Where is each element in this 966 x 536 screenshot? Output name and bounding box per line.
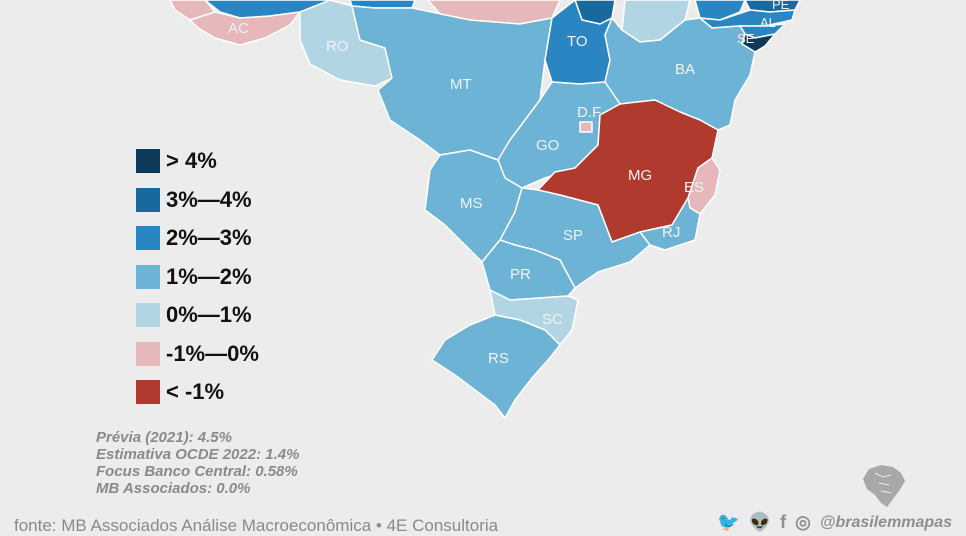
facebook-icon[interactable]: f <box>780 512 787 532</box>
legend-label: 0%—1% <box>166 302 252 328</box>
reddit-icon[interactable]: 👽 <box>748 512 772 532</box>
legend-row: 0%—1% <box>136 296 259 335</box>
legend-row: 3%—4% <box>136 181 259 220</box>
legend-row: -1%—0% <box>136 335 259 374</box>
legend-row: < -1% <box>136 373 259 412</box>
label-ac: AC <box>228 20 249 37</box>
legend-label: < -1% <box>166 379 225 405</box>
note-line: MB Associados: 0.0% <box>96 480 251 497</box>
state-rj[interactable] <box>639 197 701 251</box>
label-sp: SP <box>563 227 583 244</box>
legend-swatch <box>136 226 160 251</box>
label-se: SE <box>737 31 755 46</box>
legend-label: 2%—3% <box>166 225 252 251</box>
legend-label: -1%—0% <box>166 340 259 366</box>
legend-swatch <box>136 264 160 289</box>
legend-label: 1%—2% <box>166 263 252 289</box>
legend-swatch <box>136 149 160 174</box>
label-pr: PR <box>510 266 531 283</box>
social-bar: 🐦 👽 f ◎ @brasilemmapas <box>717 512 952 533</box>
label-rj: RJ <box>662 224 680 241</box>
legend-swatch <box>136 303 160 328</box>
label-mt: MT <box>450 76 472 93</box>
note-line: Focus Banco Central: 0.58% <box>96 463 298 480</box>
instagram-icon[interactable]: ◎ <box>795 512 811 532</box>
brazil-logo-icon <box>863 465 905 507</box>
note-line: Prévia (2021): 4.5% <box>96 429 232 446</box>
label-ba: BA <box>675 61 695 78</box>
source-text: fonte: MB Associados Análise Macroeconôm… <box>14 516 499 535</box>
legend-label: 3%—4% <box>166 186 252 212</box>
twitter-icon[interactable]: 🐦 <box>717 512 740 532</box>
legend-swatch <box>136 341 160 366</box>
label-ro: RO <box>326 38 349 55</box>
note-line: Estimativa OCDE 2022: 1.4% <box>96 446 300 463</box>
label-mg: MG <box>628 167 652 184</box>
legend-swatch <box>136 380 160 405</box>
label-ms: MS <box>460 195 483 212</box>
label-to: TO <box>567 33 588 50</box>
label-al: AL <box>760 15 776 30</box>
legend-row: 2%—3% <box>136 219 259 258</box>
label-rs: RS <box>488 350 509 367</box>
legend-row: 1%—2% <box>136 258 259 297</box>
label-sc: SC <box>542 311 563 328</box>
label-df: D.F <box>577 104 601 121</box>
social-handle[interactable]: @brasilemmapas <box>819 513 952 531</box>
legend-row: > 4% <box>136 142 259 181</box>
state-df[interactable] <box>579 121 593 133</box>
state-ac[interactable] <box>189 11 301 46</box>
legend-label: > 4% <box>166 148 217 174</box>
label-pe: PE <box>772 0 790 12</box>
legend: > 4% 3%—4% 2%—3% 1%—2% 0%—1% -1%—0% < -1… <box>136 142 259 412</box>
label-go: GO <box>536 137 559 154</box>
label-es: ES <box>684 179 704 196</box>
forecast-notes: Prévia (2021): 4.5% Estimativa OCDE 2022… <box>96 429 299 497</box>
state-rs[interactable] <box>431 314 561 419</box>
legend-swatch <box>136 187 160 212</box>
